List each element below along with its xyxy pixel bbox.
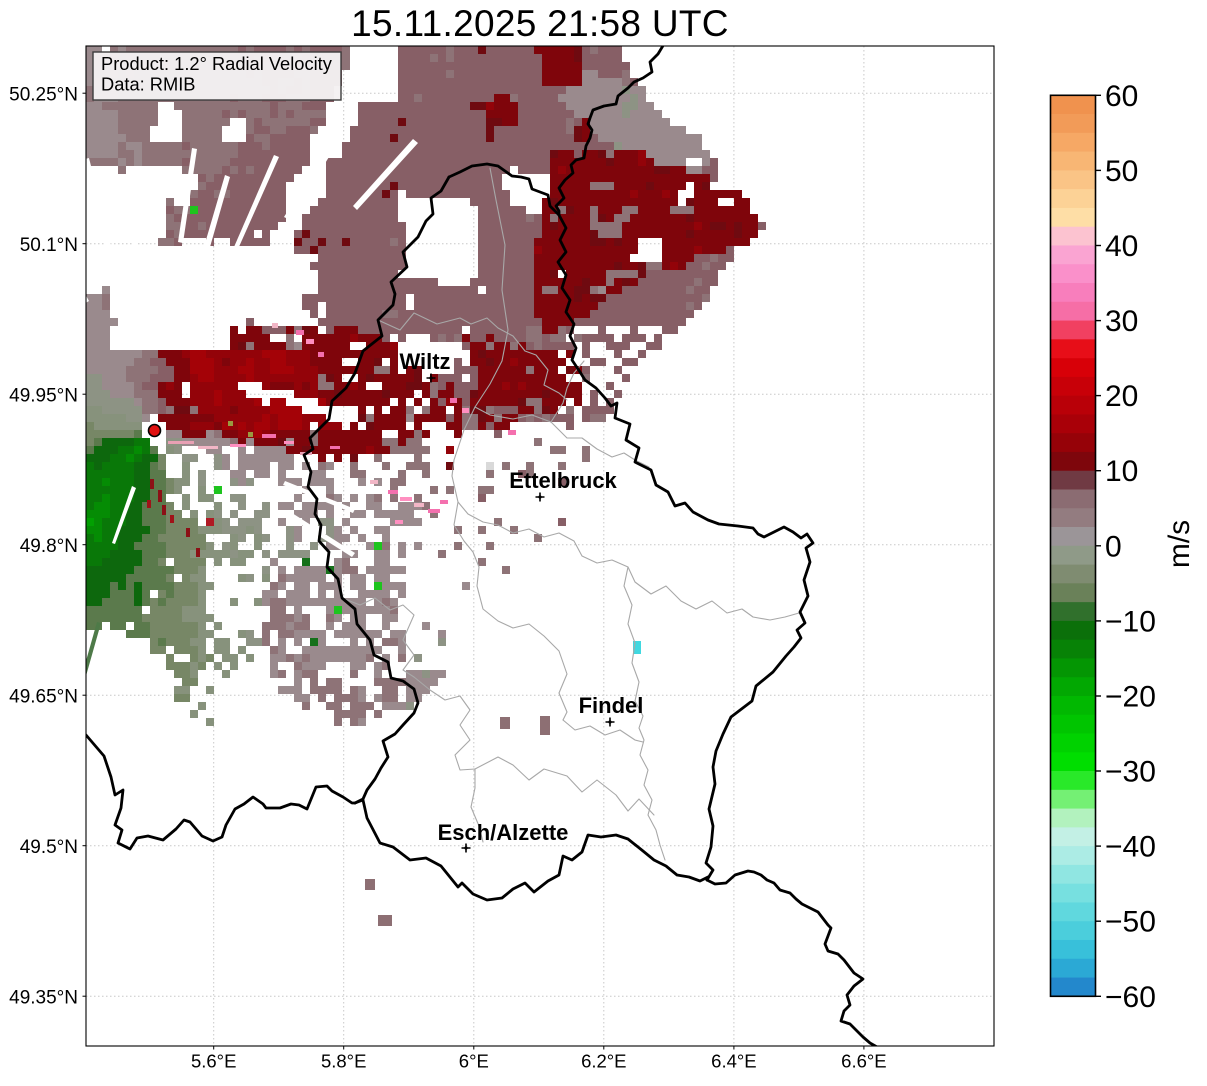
svg-text:Esch/Alzette: Esch/Alzette [438, 820, 569, 845]
svg-text:5.6°E: 5.6°E [191, 1051, 236, 1072]
svg-text:5.8°E: 5.8°E [321, 1051, 366, 1072]
svg-text:15.11.2025 21:58 UTC: 15.11.2025 21:58 UTC [351, 3, 729, 44]
svg-text:50.1°N: 50.1°N [20, 235, 78, 256]
svg-text:m/s: m/s [1163, 520, 1196, 568]
svg-text:Product: 1.2° Radial Velocity: Product: 1.2° Radial Velocity [101, 53, 333, 74]
svg-text:6.2°E: 6.2°E [581, 1051, 626, 1072]
svg-text:30: 30 [1105, 305, 1138, 338]
svg-text:49.8°N: 49.8°N [20, 536, 78, 557]
svg-text:Findel: Findel [579, 693, 644, 718]
svg-text:49.5°N: 49.5°N [20, 837, 78, 858]
svg-text:50: 50 [1105, 155, 1138, 188]
svg-text:Ettelbruck: Ettelbruck [509, 468, 617, 493]
svg-text:20: 20 [1105, 380, 1138, 413]
svg-text:0: 0 [1105, 530, 1122, 563]
svg-text:40: 40 [1105, 230, 1138, 263]
svg-text:6.6°E: 6.6°E [841, 1051, 886, 1072]
svg-text:−50: −50 [1105, 906, 1156, 939]
svg-text:10: 10 [1105, 455, 1138, 488]
svg-text:Wiltz: Wiltz [399, 349, 450, 374]
svg-text:49.35°N: 49.35°N [9, 988, 78, 1009]
svg-text:6°E: 6°E [459, 1051, 489, 1072]
svg-text:−20: −20 [1105, 681, 1156, 714]
svg-text:−10: −10 [1105, 605, 1156, 638]
svg-text:−30: −30 [1105, 756, 1156, 789]
svg-text:50.25°N: 50.25°N [9, 85, 78, 106]
svg-text:Data: RMIB: Data: RMIB [101, 74, 195, 95]
svg-text:49.65°N: 49.65°N [9, 687, 78, 708]
svg-text:60: 60 [1105, 80, 1138, 113]
svg-text:−40: −40 [1105, 831, 1156, 864]
svg-text:−60: −60 [1105, 981, 1156, 1014]
svg-text:6.4°E: 6.4°E [711, 1051, 756, 1072]
svg-text:49.95°N: 49.95°N [9, 386, 78, 407]
